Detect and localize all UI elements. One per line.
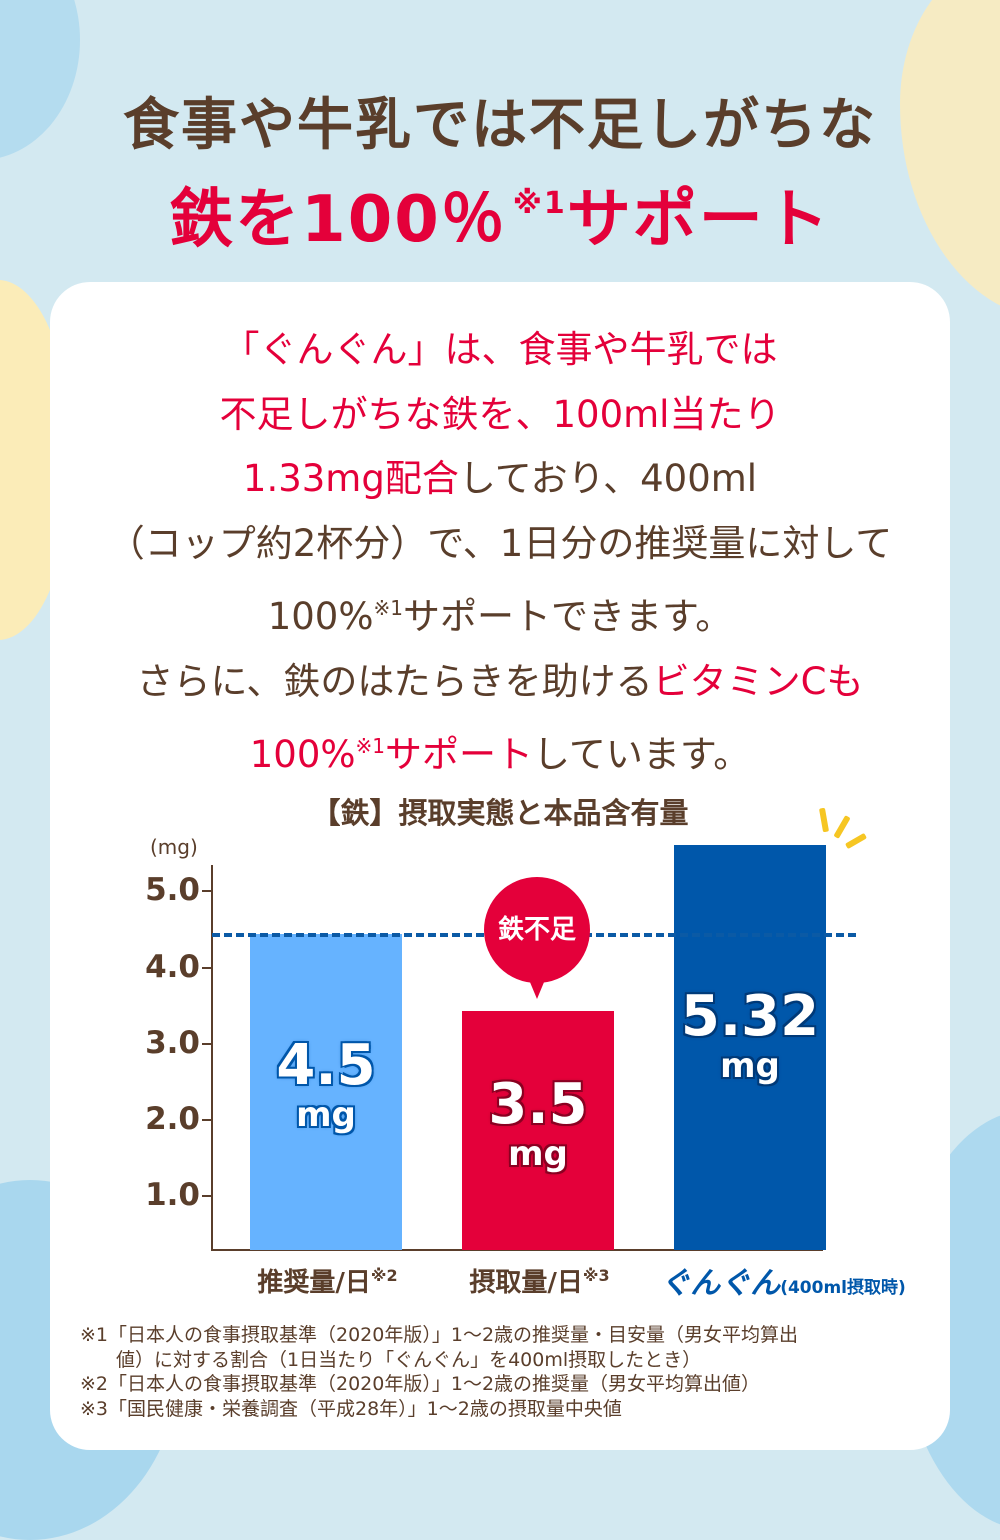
footnote-1: ※1「日本人の食事摂取基準（2020年版）」1～2歳の推奨量・目安量（男女平均算… <box>80 1324 799 1346</box>
y-tick-label: 3.0 <box>145 1025 200 1061</box>
body-line-3: 1.33mg配合しており、400ml <box>242 457 758 500</box>
bar-value-label: 5.32 mg <box>680 984 820 1086</box>
y-axis-unit-label: (mg) <box>150 835 198 859</box>
body-line-1: 「ぐんぐん」は、食事や牛乳では <box>222 328 778 371</box>
y-tick <box>202 890 212 892</box>
y-tick-label: 1.0 <box>145 1177 200 1213</box>
bar-intake: 3.5 mg <box>462 1011 614 1250</box>
y-tick <box>202 1043 212 1045</box>
y-axis <box>211 865 213 1251</box>
footnote-1-continued: 値）に対する割合（1日当たり「ぐんぐん」を400ml摂取したとき） <box>116 1348 702 1371</box>
brand-logo-text: ぐんぐん <box>660 1266 781 1301</box>
headline-line-2: 鉄を100％ ※1サポート <box>0 168 1000 260</box>
headline-footnote-mark: ※1 <box>512 186 567 221</box>
body-line-2: 不足しがちな鉄を、100ml当たり <box>219 392 781 436</box>
body-paragraph: 「ぐんぐん」は、食事や牛乳では 不足しがちな鉄を、100ml当たり 1.33mg… <box>50 318 950 788</box>
headline-main: 鉄を100％ <box>169 183 507 257</box>
headline-line-1: 食事や牛乳では不足しがちな <box>123 93 877 158</box>
body-line-4: （コップ約2杯分）で、1日分の推奨量に対して <box>107 521 893 565</box>
footnote-3: ※3「国民健康・栄養調査（平成28年）」1～2歳の摂取量中央値 <box>80 1397 622 1420</box>
body-line-5: 100%※1サポートできます。 <box>267 595 733 638</box>
bar-value-label: 3.5 mg <box>488 1072 588 1174</box>
headline-tail: サポート <box>566 183 831 257</box>
y-tick <box>202 1119 212 1121</box>
y-tick <box>202 967 212 969</box>
x-axis <box>211 1249 823 1251</box>
iron-deficiency-bubble: 鉄不足 <box>484 877 590 983</box>
chart-title: 【鉄】摂取実態と本品含有量 <box>311 796 689 830</box>
footnotes: ※1「日本人の食事摂取基準（2020年版）」1～2歳の推奨量・目安量（男女平均算… <box>80 1323 940 1421</box>
body-line-7: 100%※1サポートしています。 <box>249 733 751 776</box>
x-label-gungun: ぐんぐん(400ml摂取時) <box>660 1266 906 1301</box>
y-tick-label: 4.0 <box>145 949 200 985</box>
y-tick-label: 5.0 <box>145 872 200 908</box>
bar-value-label: 4.5 mg <box>276 1033 376 1135</box>
y-tick <box>202 1195 212 1197</box>
body-line-6: さらに、鉄のはたらきを助けるビタミンCも <box>136 659 864 703</box>
y-tick-label: 2.0 <box>145 1101 200 1137</box>
x-label-intake: 摂取量/日※3 <box>469 1266 610 1298</box>
bar-recommended: 4.5 mg <box>250 934 402 1250</box>
footnote-2: ※2「日本人の食事摂取基準（2020年版）」1～2歳の推奨量（男女平均算出値） <box>80 1373 761 1395</box>
x-label-recommended: 推奨量/日※2 <box>257 1266 398 1298</box>
bar-gungun: 5.32 mg <box>674 845 826 1250</box>
